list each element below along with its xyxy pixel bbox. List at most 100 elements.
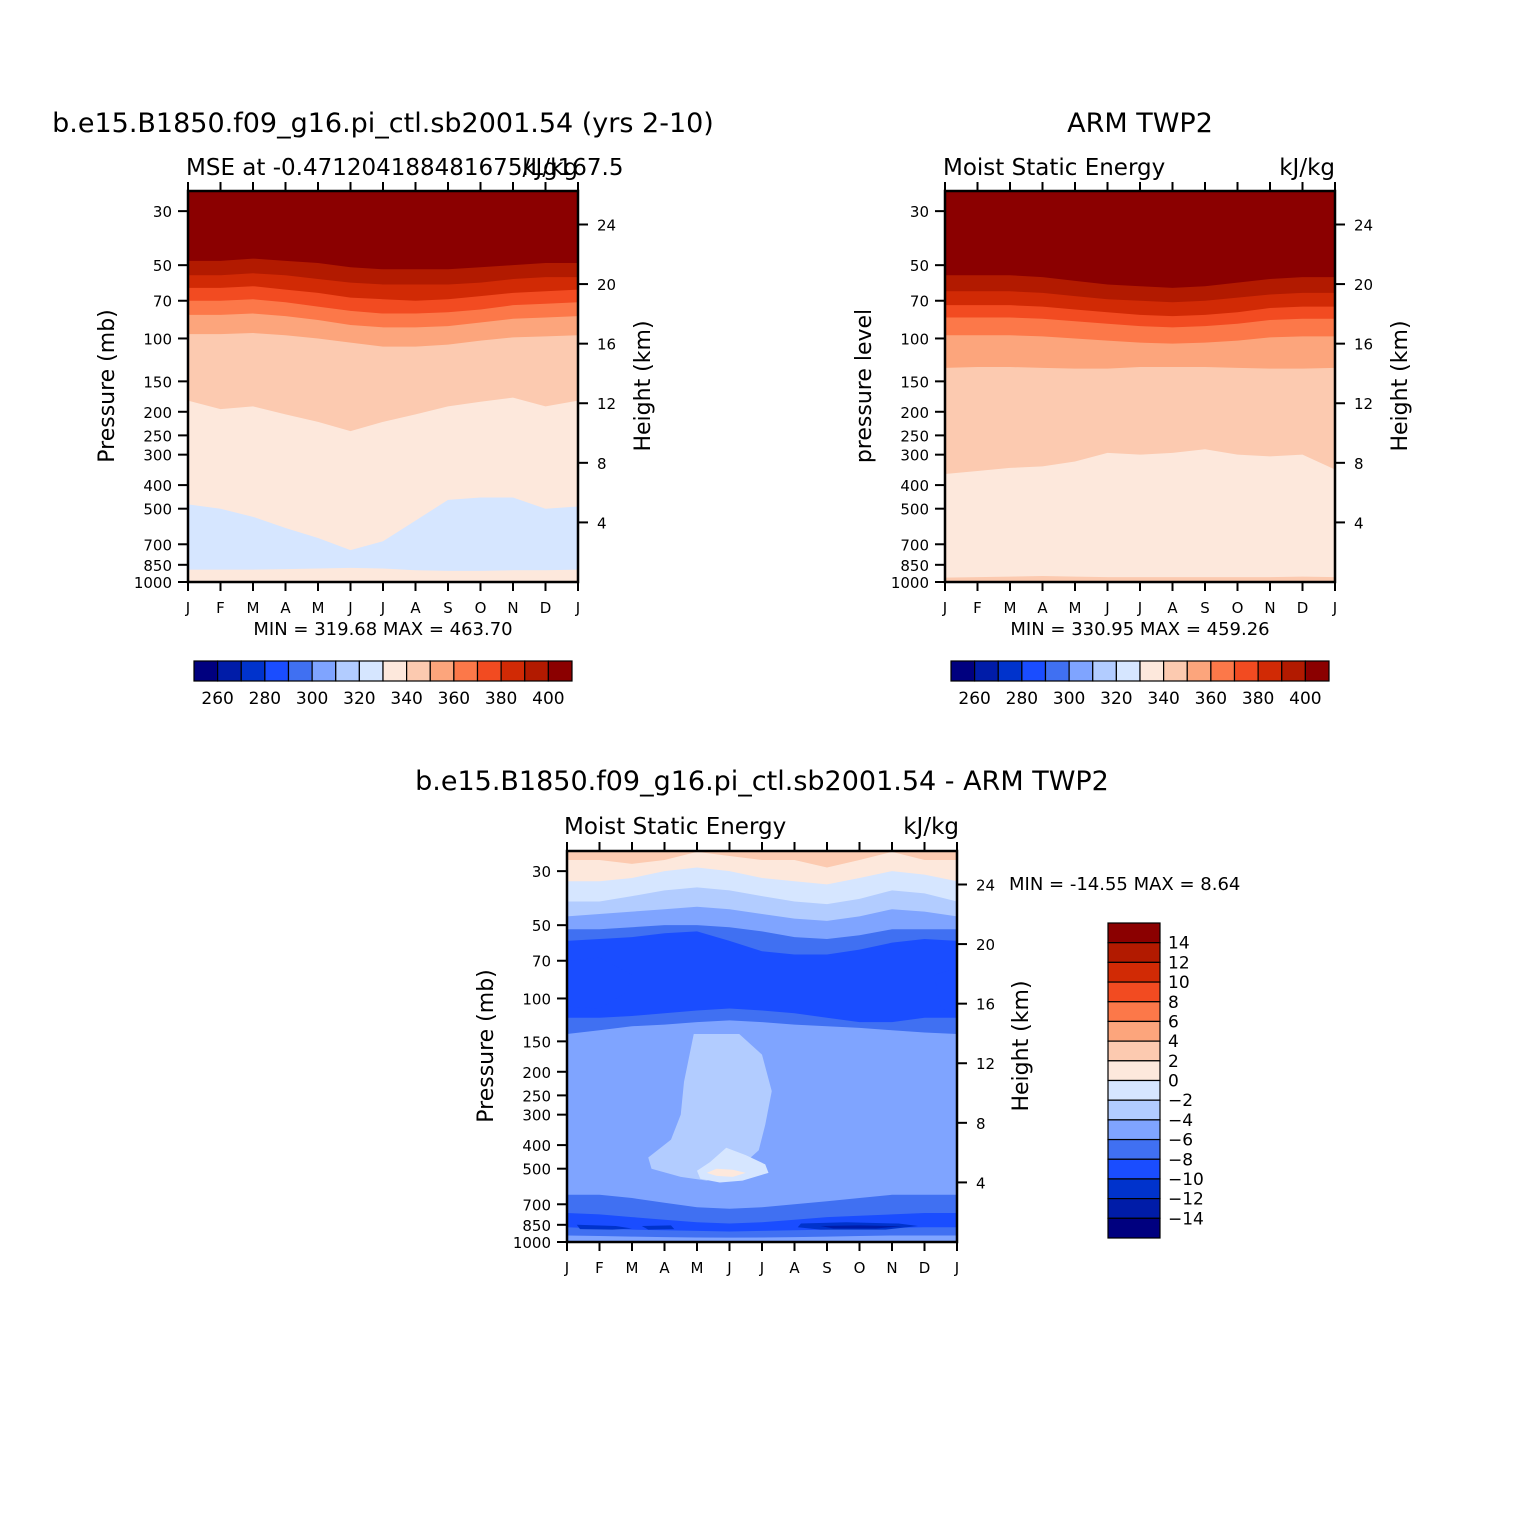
panel-model-title: b.e15.B1850.f09_g16.pi_ctl.sb2001.54 (yr… [52, 108, 714, 139]
colorbar-swatch [1107, 942, 1161, 963]
x-tick-label: A [1167, 599, 1178, 617]
y-right-tick-label: 24 [976, 876, 995, 894]
x-tick-label: A [280, 599, 291, 617]
y-tick-label: 850 [522, 1217, 551, 1235]
x-tick-label: M [626, 1259, 639, 1277]
x-tick-label: F [973, 599, 982, 617]
y-right-tick-label: 20 [597, 276, 616, 294]
x-tick-label: O [475, 599, 487, 617]
panel-diff-subtitle-left: Moist Static Energy [564, 814, 786, 840]
colorbar-swatch [1210, 660, 1236, 682]
colorbar-swatch [1139, 660, 1165, 682]
colorbar-label: 360 [1195, 689, 1227, 709]
x-tick-label: J [759, 1259, 764, 1277]
contour-band [188, 497, 578, 582]
y-tick-label: 300 [900, 447, 929, 465]
colorbar-label: 8 [1168, 993, 1179, 1013]
y-tick-label: 100 [522, 990, 551, 1008]
x-tick-label: A [410, 599, 421, 617]
y-tick-label: 250 [522, 1087, 551, 1105]
panel-diff-ylabel-right: Height (km) [1009, 980, 1034, 1111]
x-tick-label: J [1104, 599, 1109, 617]
y-tick-label: 400 [900, 477, 929, 495]
colorbar-label: 260 [958, 689, 990, 709]
x-tick-label: M [312, 599, 325, 617]
colorbar-swatch [1107, 1079, 1161, 1101]
colorbar-swatch [974, 660, 999, 682]
colorbar-swatch [1107, 1198, 1161, 1219]
colorbar-swatch [429, 660, 455, 682]
colorbar-swatch [1107, 1119, 1161, 1141]
colorbar-label: 360 [438, 689, 470, 709]
y-tick-label: 250 [900, 427, 929, 445]
y-tick-label: 500 [900, 501, 929, 519]
panel-obs-subtitle-right: kJ/kg [1279, 155, 1335, 181]
panel-obs-title: ARM TWP2 [1067, 108, 1213, 139]
colorbar-label: −4 [1168, 1111, 1193, 1131]
colorbar-swatch [1107, 961, 1161, 983]
y-tick-label: 400 [522, 1137, 551, 1155]
colorbar-swatch [1107, 1217, 1161, 1239]
panel-model-ylabel: Pressure (mb) [95, 309, 120, 463]
y-tick-label: 1000 [513, 1234, 551, 1252]
y-tick-label: 1000 [891, 574, 929, 592]
colorbar-swatch [1257, 660, 1283, 682]
colorbar-label: −2 [1168, 1091, 1193, 1111]
contour-feature [931, 1172, 941, 1187]
x-tick-label: D [1297, 599, 1309, 617]
x-tick-label: M [1004, 599, 1017, 617]
contour-band [945, 576, 1335, 582]
colorbar-swatch [335, 660, 360, 682]
colorbar-swatch [1163, 660, 1188, 682]
panel-model-subtitle-right: kJ/kg [522, 155, 578, 181]
x-tick-label: D [919, 1259, 931, 1277]
x-tick-label: A [659, 1259, 670, 1277]
colorbar-label: 340 [390, 689, 422, 709]
colorbar-label: 300 [296, 689, 328, 709]
colorbar-swatch [1186, 660, 1212, 682]
x-tick-label: J [954, 1259, 959, 1277]
contour-feature [567, 957, 632, 1009]
x-tick-label: J [380, 599, 385, 617]
x-tick-label: M [247, 599, 260, 617]
colorbar-label: 10 [1168, 973, 1190, 993]
colorbar-label: 4 [1168, 1032, 1179, 1052]
colorbar-label: 380 [1242, 689, 1274, 709]
y-tick-label: 200 [900, 404, 929, 422]
panel-diff-subtitle-right: kJ/kg [903, 814, 959, 840]
x-tick-label: S [822, 1259, 832, 1277]
y-tick-label: 30 [532, 863, 551, 881]
y-right-tick-label: 16 [976, 996, 995, 1014]
panel-diff-title: b.e15.B1850.f09_g16.pi_ctl.sb2001.54 - A… [415, 766, 1109, 797]
contour-feature [706, 1168, 746, 1177]
colorbar-swatch [1115, 660, 1141, 682]
colorbar-swatch [1092, 660, 1117, 682]
x-tick-label: J [1137, 599, 1142, 617]
colorbar-label: 280 [1006, 689, 1038, 709]
y-right-tick-label: 16 [1354, 336, 1373, 354]
panel-obs-colorbar: 260 280 300 320 340 360 380 400 [950, 660, 1330, 709]
colorbar-label: 400 [1289, 689, 1321, 709]
colorbar-swatch [453, 660, 479, 682]
colorbar-swatch [500, 660, 526, 682]
colorbar-swatch [1107, 1020, 1161, 1042]
colorbar-label: 340 [1147, 689, 1179, 709]
colorbar-label: 280 [249, 689, 281, 709]
colorbar-label: 6 [1168, 1012, 1179, 1032]
y-right-tick-label: 20 [1354, 276, 1373, 294]
y-tick-label: 70 [153, 293, 172, 311]
colorbar-swatch [264, 660, 290, 682]
x-tick-label: F [216, 599, 225, 617]
y-tick-label: 30 [910, 203, 929, 221]
panel-model-subtitle-left: MSE at -0.471204188481675/Lg167.5 [186, 155, 623, 181]
y-right-tick-label: 8 [976, 1115, 986, 1133]
x-tick-label: J [942, 599, 947, 617]
y-tick-label: 150 [900, 373, 929, 391]
y-tick-label: 70 [532, 953, 551, 971]
y-tick-label: 850 [143, 557, 172, 575]
x-tick-label: M [1069, 599, 1082, 617]
y-right-tick-label: 12 [1354, 395, 1373, 413]
y-right-tick-label: 24 [597, 216, 616, 234]
x-tick-label: S [443, 599, 453, 617]
